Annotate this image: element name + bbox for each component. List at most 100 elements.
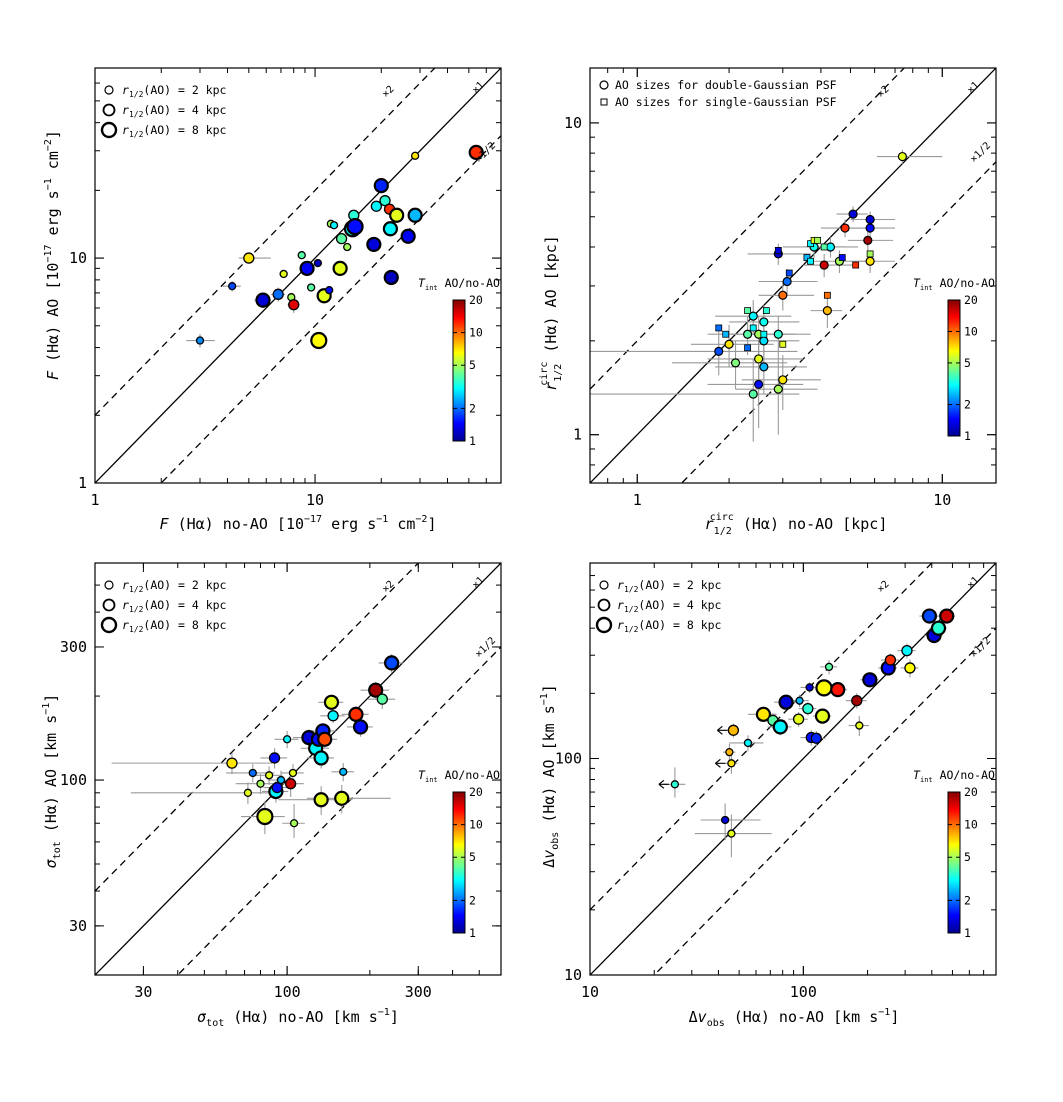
size-point [852, 261, 860, 269]
sigma-point [313, 792, 329, 808]
flux-colorbar-tick-label: 2 [469, 401, 476, 415]
size-point [773, 329, 783, 339]
flux-ref-line-x1 [95, 68, 501, 483]
velocity-legend-marker [595, 616, 613, 634]
flux-point [383, 269, 399, 286]
velocity-point [815, 679, 833, 697]
sigma-frame [94, 562, 502, 976]
velocity-point [727, 724, 740, 736]
flux-legend-label: r1/2(AO) = 4 kpc [122, 103, 226, 119]
flux-y-axis-title: F (Hα) AO [10−17 erg s−1 cm−2] [43, 130, 62, 380]
size-point [825, 242, 836, 252]
velocity-colorbar-gradient [947, 791, 961, 934]
flux-point [373, 178, 389, 194]
velocity-colorbar-title: Tint AO/no-AO [913, 768, 995, 784]
size-point [819, 260, 829, 270]
sigma-y-tick-label: 30 [69, 917, 87, 935]
sigma-x-axis-title: σtot (Hα) no-AO [km s−1] [197, 1007, 399, 1029]
size-point [865, 223, 875, 233]
velocity-legend-marker [597, 598, 611, 612]
sigma-y-tick-label: 300 [60, 638, 87, 656]
size-point [715, 324, 723, 332]
velocity-colorbar-tick-label: 10 [964, 818, 978, 832]
flux-point [382, 221, 398, 237]
velocity-point [851, 695, 863, 707]
velocity-point [901, 644, 913, 657]
flux-point [400, 228, 416, 244]
flux-y-tick-label: 10 [69, 249, 87, 267]
size-point [782, 276, 792, 287]
size-point [820, 243, 828, 251]
flux-point [329, 221, 339, 230]
sigma-x-tick-label: 300 [405, 983, 432, 1001]
size-point [754, 354, 764, 364]
size-point [822, 306, 832, 316]
velocity-point [720, 815, 730, 825]
size-colorbar-tick-label: 2 [964, 398, 971, 412]
flux-colorbar-tick-label: 5 [469, 358, 476, 372]
velocity-point [810, 732, 822, 744]
size-colorbar-tick-label: 5 [964, 356, 971, 370]
velocity-point [884, 654, 897, 666]
flux-point [272, 288, 284, 300]
sigma-legend-marker [100, 616, 118, 634]
sigma-point [276, 775, 286, 785]
sigma-colorbar-tick-label: 20 [469, 785, 483, 799]
flux-panel: F (Hα) no-AO [10−17 erg s−1 cm−2] F (Hα)… [43, 67, 502, 533]
flux-point [306, 283, 316, 292]
flux-point [410, 151, 420, 160]
sigma-point [384, 655, 400, 671]
flux-point [310, 331, 328, 350]
sigma-point [339, 767, 348, 776]
size-point [754, 379, 764, 389]
flux-point [370, 200, 383, 212]
flux-colorbar-tick-label: 10 [469, 326, 483, 340]
velocity-y-axis-title: Δvobs (Hα) AO [km s−1] [539, 684, 561, 868]
sigma-legend-marker [102, 598, 116, 612]
flux-x-tick-label: 10 [306, 491, 324, 509]
sigma-colorbar-tick-label: 1 [469, 926, 476, 940]
velocity-point [792, 713, 805, 725]
size-x-tick-label: 1 [633, 491, 642, 509]
sigma-colorbar-tick-label: 2 [469, 893, 476, 907]
size-x-tick-label: 10 [933, 491, 951, 509]
velocity-point [802, 702, 814, 715]
velocity-colorbar-tick-label: 2 [964, 893, 971, 907]
sigma-point [334, 790, 350, 806]
velocity-ref-line-x0_5 [653, 627, 996, 975]
size-point [759, 336, 769, 346]
size-legend-label: AO sizes for double-Gaussian PSF [615, 78, 837, 92]
size-ref-line-x0_5 [680, 161, 996, 483]
velocity-colorbar-tick-label: 5 [964, 850, 971, 864]
sigma-point [243, 788, 253, 797]
velocity-upper-limit-arrow [715, 758, 726, 768]
flux-legend-marker [102, 103, 116, 117]
velocity-point [795, 696, 804, 705]
size-colorbar-tick-label: 10 [964, 324, 978, 338]
velocity-legend-label: r1/2(AO) = 8 kpc [617, 618, 721, 634]
size-point [778, 375, 788, 385]
size-point [840, 223, 850, 233]
sigma-y-axis-title: σtot (Hα) AO [km s−1] [41, 694, 63, 869]
sigma-legend-label: r1/2(AO) = 2 kpc [122, 578, 226, 594]
flux-legend-label: r1/2(AO) = 8 kpc [122, 123, 226, 139]
flux-frame [94, 67, 502, 484]
sigma-legend-label: r1/2(AO) = 4 kpc [122, 598, 226, 614]
flux-point [346, 218, 364, 236]
size-point [724, 339, 734, 349]
velocity-x-tick-label: 100 [790, 983, 817, 1001]
velocity-point [814, 708, 831, 724]
size-point [714, 346, 724, 356]
flux-point [243, 252, 255, 264]
sigma-plot-area [95, 563, 501, 975]
velocity-legend-label: r1/2(AO) = 4 kpc [617, 598, 721, 614]
size-ref-label-1: ×1 [965, 80, 981, 96]
size-legend-marker [599, 80, 609, 90]
flux-x-tick-label: 1 [90, 491, 99, 509]
sigma-point [268, 752, 281, 764]
size-ref-line-x1 [590, 68, 996, 483]
size-point [863, 235, 873, 245]
flux-point [279, 269, 288, 279]
velocity-point [778, 694, 794, 710]
